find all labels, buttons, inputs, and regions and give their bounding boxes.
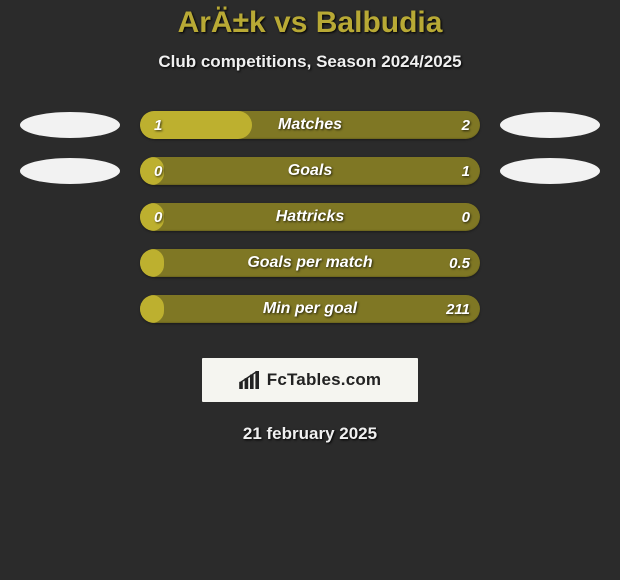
stat-row: Min per goal 211 <box>0 286 620 332</box>
stat-label: Hattricks <box>140 203 480 231</box>
stat-right-value: 0 <box>462 203 470 231</box>
stat-row: 1 Matches 2 <box>0 102 620 148</box>
stat-label: Goals <box>140 157 480 185</box>
stat-bar: Min per goal 211 <box>140 295 480 323</box>
footer-date: 21 february 2025 <box>0 424 620 444</box>
right-side-slot <box>500 204 600 230</box>
stat-right-value: 2 <box>462 111 470 139</box>
right-side-slot <box>500 296 600 322</box>
bar-chart-icon <box>239 371 261 389</box>
stat-label: Matches <box>140 111 480 139</box>
stats-rows: 1 Matches 2 0 Goals 1 <box>0 102 620 332</box>
page-title: ArÄ±k vs Balbudia <box>0 6 620 40</box>
source-logo: FcTables.com <box>202 358 418 402</box>
left-side-slot <box>20 112 120 138</box>
stat-label: Min per goal <box>140 295 480 323</box>
player-ellipse-left <box>20 112 120 138</box>
stat-label: Goals per match <box>140 249 480 277</box>
stat-bar: 0 Goals 1 <box>140 157 480 185</box>
stat-right-value: 0.5 <box>449 249 470 277</box>
stat-bar: 1 Matches 2 <box>140 111 480 139</box>
stat-bar: Goals per match 0.5 <box>140 249 480 277</box>
stat-row: 0 Hattricks 0 <box>0 194 620 240</box>
comparison-card: ArÄ±k vs Balbudia Club competitions, Sea… <box>0 0 620 444</box>
left-side-slot <box>20 250 120 276</box>
player-ellipse-left <box>20 158 120 184</box>
subtitle: Club competitions, Season 2024/2025 <box>0 52 620 72</box>
right-side-slot <box>500 158 600 184</box>
right-side-slot <box>500 112 600 138</box>
left-side-slot <box>20 158 120 184</box>
stat-right-value: 1 <box>462 157 470 185</box>
stat-bar: 0 Hattricks 0 <box>140 203 480 231</box>
logo-text: FcTables.com <box>267 370 382 390</box>
left-side-slot <box>20 296 120 322</box>
stat-row: Goals per match 0.5 <box>0 240 620 286</box>
player-ellipse-right <box>500 158 600 184</box>
left-side-slot <box>20 204 120 230</box>
stat-row: 0 Goals 1 <box>0 148 620 194</box>
player-ellipse-right <box>500 112 600 138</box>
stat-right-value: 211 <box>446 295 470 323</box>
right-side-slot <box>500 250 600 276</box>
